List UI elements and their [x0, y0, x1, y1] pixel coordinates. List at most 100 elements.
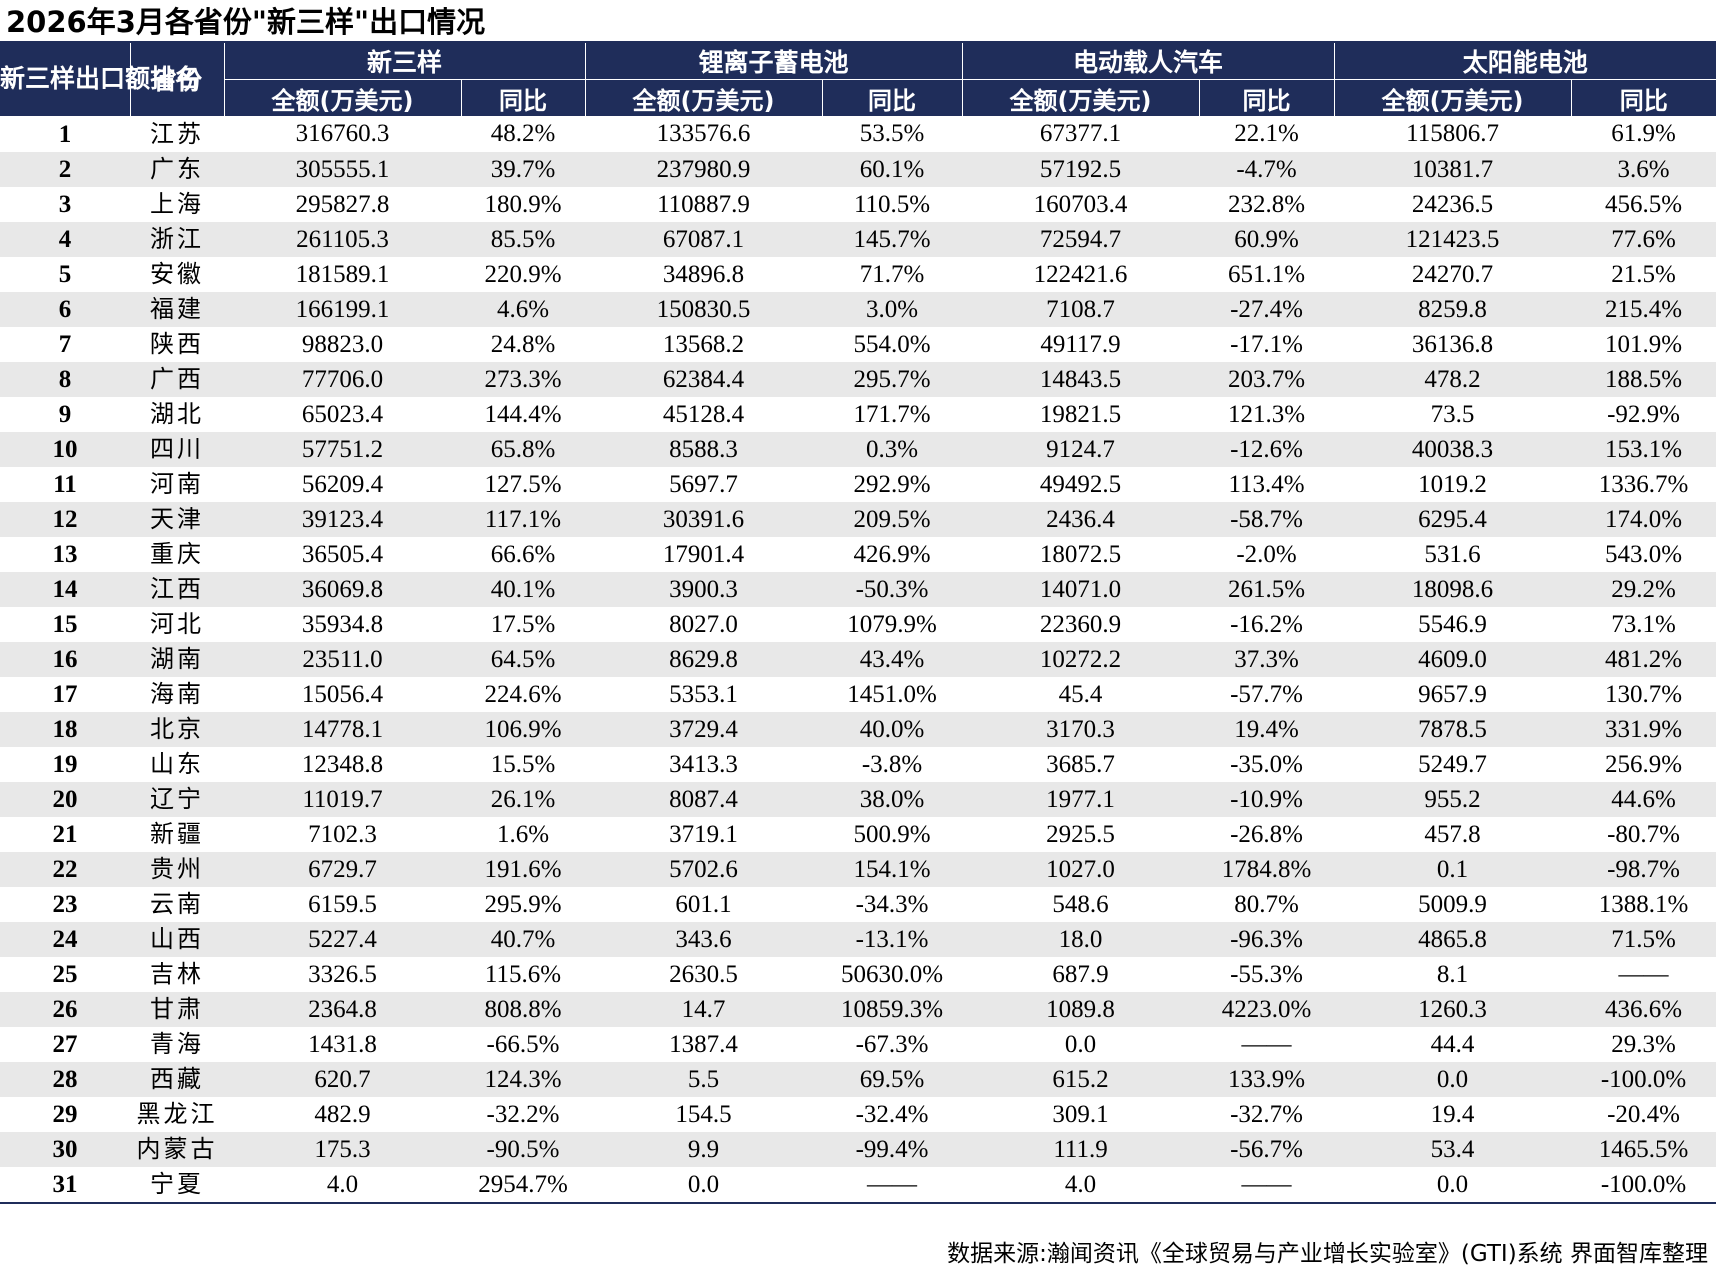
battery-amount-cell: 110887.9 [657, 190, 750, 218]
ev-amount-cell: 3685.7 [1046, 750, 1115, 778]
rank-cell: 20 [0, 781, 130, 817]
solar-yoy-cell: 1336.7% [1598, 470, 1689, 498]
total-amount-cell: 39123.4 [224, 501, 461, 537]
rank-cell: 6 [0, 291, 130, 327]
table-row: 22 贵州 6729.7 191.6% 5702.6 154.1% 1027.0 1784.8… [0, 851, 1716, 887]
total-yoy-cell: 117.1% [461, 501, 586, 537]
solar-yoy-cell: 77.6% [1571, 221, 1716, 257]
battery-amount-cell: 5.5 [585, 1061, 823, 1097]
total-amount-cell: 295827.8 [295, 190, 390, 218]
solar-yoy-cell: 188.5% [1571, 361, 1716, 397]
solar-amount-cell: 8259.8 [1334, 291, 1572, 327]
rank-cell: 8 [0, 361, 130, 397]
total-amount-cell: 11019.7 [224, 781, 461, 817]
province-cell: 陕西 [150, 329, 204, 358]
ev-amount-cell: 3170.3 [962, 711, 1200, 747]
solar-yoy-cell: 543.0% [1605, 540, 1683, 568]
battery-yoy-cell: -50.3% [822, 571, 963, 607]
total-yoy-cell: 808.8% [461, 991, 586, 1027]
rank-cell: 3 [58, 190, 72, 218]
solar-amount-cell: 4865.8 [1334, 921, 1572, 957]
rank-cell: 27 [52, 1030, 78, 1058]
ev-amount-cell: 9124.7 [962, 431, 1200, 467]
battery-yoy-cell: 426.9% [853, 540, 931, 568]
table-row: 9 湖北 65023.4 144.4% 45128.4 171.7% 19821.5 121.… [0, 397, 1716, 432]
ev-amount-cell: 49492.5 [1039, 470, 1122, 498]
total-amount-cell: 2364.8 [224, 991, 461, 1027]
battery-amount-cell: 8588.3 [585, 431, 823, 467]
battery-amount-cell: 0.0 [687, 1170, 720, 1198]
ev-amount-cell: 45.4 [1058, 680, 1103, 708]
total-amount-cell: 181589.1 [295, 260, 390, 288]
battery-yoy-cell: 43.4% [822, 641, 963, 677]
battery-yoy-cell: 1451.0% [847, 680, 937, 708]
battery-amount-cell: 1387.4 [669, 1030, 738, 1058]
battery-yoy-cell: 554.0% [853, 330, 931, 358]
ev-yoy-cell: 37.3% [1199, 641, 1335, 677]
battery-yoy-cell: 50630.0% [840, 960, 944, 988]
solar-yoy-cell: 215.4% [1571, 291, 1716, 327]
ev-yoy-cell: —— [1241, 1170, 1292, 1198]
yoy-header: 同比 [461, 79, 586, 116]
province-cell: 山西 [130, 921, 224, 957]
ev-yoy-cell: 22.1% [1234, 120, 1299, 148]
total-amount-cell: 6159.5 [308, 890, 377, 918]
ev-amount-cell: 687.9 [1052, 960, 1109, 988]
battery-yoy-cell: 171.7% [853, 400, 931, 428]
total-amount-cell: 3326.5 [308, 960, 377, 988]
battery-amount-cell: 5702.6 [585, 851, 823, 887]
ev-yoy-cell: -16.2% [1230, 610, 1303, 638]
total-amount-cell: 12348.8 [301, 750, 384, 778]
battery-amount-cell: 133576.6 [656, 120, 751, 148]
battery-amount-cell: 34896.8 [662, 260, 745, 288]
battery-yoy-cell: 1079.9% [847, 610, 937, 638]
solar-yoy-cell: 331.9% [1571, 711, 1716, 747]
solar-amount-cell: 6295.4 [1334, 501, 1572, 537]
ev-yoy-cell: 133.9% [1199, 1061, 1335, 1097]
battery-amount-cell: 5353.1 [669, 680, 738, 708]
solar-yoy-cell: 61.9% [1611, 120, 1676, 148]
battery-yoy-cell: 145.7% [822, 221, 963, 257]
table-row: 8 广西 77706.0 273.3% 62384.4 295.7% 14843.5 203.… [0, 361, 1716, 397]
solar-amount-cell: 7878.5 [1334, 711, 1572, 747]
solar-amount-cell: 478.2 [1334, 361, 1572, 397]
solar-amount-cell: 44.4 [1430, 1030, 1475, 1058]
ev-amount-cell: 18072.5 [1039, 540, 1122, 568]
ev-amount-cell: 57192.5 [962, 151, 1200, 187]
province-cell: 新疆 [150, 819, 204, 848]
rank-cell: 13 [52, 540, 78, 568]
solar-yoy-cell: 456.5% [1605, 190, 1683, 218]
table-row: 17 海南 15056.4 224.6% 5353.1 1451.0% 45.4 -57.7%… [0, 677, 1716, 712]
table-row: 7 陕西 98823.0 24.8% 13568.2 554.0% 49117.9 -17.1… [0, 327, 1716, 362]
solar-amount-cell: 24270.7 [1411, 260, 1494, 288]
group-header-lithium-battery: 锂离子蓄电池 [585, 42, 963, 80]
solar-amount-cell: 0.0 [1436, 1170, 1469, 1198]
table-row: 20 辽宁 11019.7 26.1% 8087.4 38.0% 1977.1 -10.9% 9… [0, 781, 1716, 817]
province-cell: 山东 [150, 749, 204, 778]
battery-yoy-cell: -34.3% [855, 890, 929, 918]
ev-amount-cell: 72594.7 [962, 221, 1200, 257]
battery-amount-cell: 62384.4 [585, 361, 823, 397]
total-amount-cell: 14778.1 [224, 711, 461, 747]
solar-amount-cell: 1260.3 [1334, 991, 1572, 1027]
rank-cell: 24 [0, 921, 130, 957]
ev-yoy-cell: -96.3% [1199, 921, 1335, 957]
ev-amount-cell: 615.2 [962, 1061, 1200, 1097]
solar-yoy-cell: 73.1% [1611, 610, 1676, 638]
solar-amount-cell: 73.5 [1430, 400, 1475, 428]
total-amount-cell: 57751.2 [224, 431, 461, 467]
total-amount-cell: 305555.1 [224, 151, 461, 187]
solar-yoy-cell: 21.5% [1611, 260, 1676, 288]
province-cell: 广东 [130, 151, 224, 187]
province-cell: 吉林 [150, 959, 204, 988]
province-column-header: 省份 [130, 42, 225, 117]
solar-amount-cell: 955.2 [1334, 781, 1572, 817]
solar-amount-cell: 457.8 [1424, 820, 1481, 848]
solar-yoy-cell: —— [1618, 960, 1669, 988]
battery-amount-cell: 3719.1 [669, 820, 738, 848]
export-table: 新三样出口额排名 省份 新三样 锂离子蓄电池 电动载人汽车 太阳能电池 全额(万… [0, 41, 1716, 1204]
total-yoy-cell: 273.3% [461, 361, 586, 397]
total-yoy-cell: 40.1% [461, 571, 586, 607]
battery-yoy-cell: -3.8% [861, 750, 923, 778]
ev-amount-cell: 49117.9 [1040, 330, 1121, 358]
